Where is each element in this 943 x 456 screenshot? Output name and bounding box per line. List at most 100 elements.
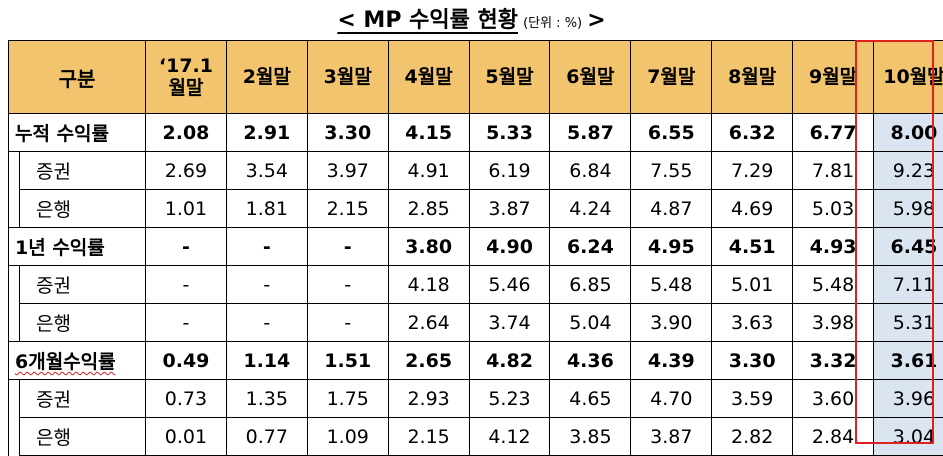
table-cell: 3.54: [226, 152, 307, 190]
table-cell: 4.24: [550, 190, 631, 228]
table-cell: 3.98: [793, 304, 874, 342]
table-cell: 7.11: [874, 266, 943, 304]
table-cell: 1.51: [307, 342, 388, 380]
header-month-3: 4월말: [388, 41, 469, 114]
header-month-text: 월말: [146, 77, 226, 99]
table-cell: 7.81: [793, 152, 874, 190]
header-month-text: ‘17.1: [146, 55, 226, 77]
table-cell: 4.70: [631, 380, 712, 418]
header-month-1: 2월말: [226, 41, 307, 114]
table-cell: 5.33: [469, 114, 550, 152]
table-cell: 2.91: [226, 114, 307, 152]
header-month-text: 7월말: [631, 66, 711, 88]
header-month-text: 5월말: [470, 66, 550, 88]
table-cell: 4.39: [631, 342, 712, 380]
header-month-4: 5월말: [469, 41, 550, 114]
subrow-label: 은행: [20, 418, 146, 456]
subrow-label: 증권: [20, 380, 146, 418]
header-month-9: 10월말: [874, 41, 943, 114]
header-month-2: 3월말: [307, 41, 388, 114]
table-cell: 3.60: [793, 380, 874, 418]
table-cell: 4.69: [712, 190, 793, 228]
table-cell: 5.98: [874, 190, 943, 228]
table-cell: 2.64: [388, 304, 469, 342]
group-label: 6개월수익률: [9, 342, 146, 380]
table-cell: 4.18: [388, 266, 469, 304]
table-cell: 6.45: [874, 228, 943, 266]
subrow-label: 은행: [20, 304, 146, 342]
table-cell: 6.32: [712, 114, 793, 152]
table-cell: 3.87: [631, 418, 712, 456]
row-indent: [9, 380, 20, 456]
table-cell: 6.85: [550, 266, 631, 304]
table-cell: 5.48: [631, 266, 712, 304]
table-cell: 2.69: [146, 152, 227, 190]
table-cell: 0.49: [146, 342, 227, 380]
table-cell: -: [146, 304, 227, 342]
page-title: < MP 수익률 현황 (단위 : %) >: [0, 4, 943, 38]
table-cell: 6.55: [631, 114, 712, 152]
table-cell: 2.93: [388, 380, 469, 418]
table-cell: 1.35: [226, 380, 307, 418]
group-label-text: 1년 수익률: [15, 237, 105, 259]
subrow-label: 증권: [20, 152, 146, 190]
table-cell: -: [146, 228, 227, 266]
group-label-text: 누적 수익률: [15, 123, 109, 145]
table-cell: 2.65: [388, 342, 469, 380]
header-month-text: 8월말: [712, 66, 792, 88]
table-cell: 4.12: [469, 418, 550, 456]
table-cell: 8.00: [874, 114, 943, 152]
table-cell: 5.87: [550, 114, 631, 152]
title-unit: (단위 : %): [523, 16, 582, 31]
title-main: < MP 수익률 현황: [337, 8, 518, 33]
header-month-8: 9월말: [793, 41, 874, 114]
table-cell: 1.81: [226, 190, 307, 228]
table-cell: 1.09: [307, 418, 388, 456]
table-cell: 3.30: [307, 114, 388, 152]
table-cell: 4.82: [469, 342, 550, 380]
header-month-text: 10월말: [874, 66, 943, 88]
table-cell: 3.96: [874, 380, 943, 418]
table-cell: 2.15: [307, 190, 388, 228]
table-cell: 2.82: [712, 418, 793, 456]
table-cell: 3.74: [469, 304, 550, 342]
title-close: >: [587, 8, 605, 33]
table-cell: 5.03: [793, 190, 874, 228]
group-label: 1년 수익률: [9, 228, 146, 266]
table-cell: 6.19: [469, 152, 550, 190]
table-cell: 0.77: [226, 418, 307, 456]
table-cell: 5.04: [550, 304, 631, 342]
table-cell: -: [307, 304, 388, 342]
table-cell: 6.77: [793, 114, 874, 152]
table-cell: 2.85: [388, 190, 469, 228]
table-cell: 3.90: [631, 304, 712, 342]
table-cell: -: [146, 266, 227, 304]
table-cell: 5.48: [793, 266, 874, 304]
table-cell: 6.84: [550, 152, 631, 190]
table-cell: -: [226, 304, 307, 342]
group-label: 누적 수익률: [9, 114, 146, 152]
table-cell: 3.80: [388, 228, 469, 266]
table-cell: 2.84: [793, 418, 874, 456]
table-cell: 4.93: [793, 228, 874, 266]
table-cell: 7.55: [631, 152, 712, 190]
table-cell: 5.01: [712, 266, 793, 304]
header-label: 구분: [9, 41, 146, 114]
table-cell: 3.85: [550, 418, 631, 456]
table-cell: 4.36: [550, 342, 631, 380]
table-cell: 5.23: [469, 380, 550, 418]
table-cell: 4.91: [388, 152, 469, 190]
table-cell: 0.01: [146, 418, 227, 456]
